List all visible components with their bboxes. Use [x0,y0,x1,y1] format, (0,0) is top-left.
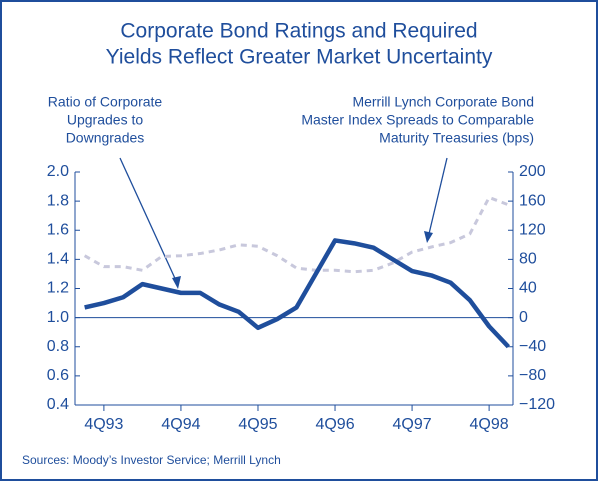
annotation: Ratio of Corporate [48,94,163,110]
y-tick-label: 1.2 [47,280,69,297]
y-tick-label: 0.4 [47,396,69,413]
source: Sources: Moody’s Investor Service; Merri… [22,453,281,467]
chart-title: Corporate Bond Ratings and Required [120,20,477,43]
y2-tick-label: 80 [519,251,537,268]
arrow [119,157,179,286]
y2-tick-label: 0 [519,309,528,326]
y-tick-label: 1.0 [47,309,69,326]
x-tick-label: 4Q96 [315,416,354,433]
y2-tick-label: −80 [519,367,546,384]
x-tick-label: 4Q98 [470,416,509,433]
y-tick-label: 1.4 [47,251,69,268]
ratio-line [84,238,511,349]
annotation: Maturity Treasuries (bps) [379,130,534,146]
annotation: Upgrades to [67,112,143,128]
y-tick-label: 0.6 [47,367,69,384]
y2-tick-label: 160 [519,192,546,209]
x-tick-label: 4Q97 [393,416,432,433]
chart-title: Yields Reflect Greater Market Uncertaint… [106,46,493,69]
y-tick-label: 1.8 [47,192,69,209]
y-tick-label: 0.8 [47,338,69,355]
y2-tick-label: −40 [519,338,546,355]
x-tick-label: 4Q93 [84,416,123,433]
y-tick-label: 1.6 [47,221,69,238]
annotation: Master Index Spreads to Comparable [301,112,534,128]
y2-tick-label: −120 [519,396,555,413]
arrowhead [424,231,433,243]
y2-tick-label: 200 [519,163,546,180]
annotation: Merrill Lynch Corporate Bond [352,94,534,110]
x-tick-label: 4Q94 [161,416,200,433]
annotation: Downgrades [66,130,145,146]
y2-tick-label: 40 [519,280,537,297]
arrow [427,157,448,239]
arrowhead [172,276,181,289]
x-tick-label: 4Q95 [238,416,277,433]
y2-tick-label: 120 [519,221,546,238]
y-tick-label: 2.0 [47,163,69,180]
